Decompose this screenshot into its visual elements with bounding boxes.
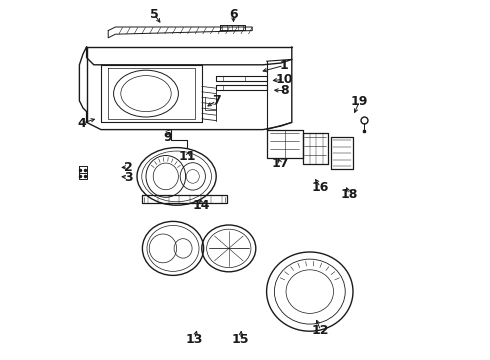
Text: 18: 18 <box>341 188 358 201</box>
Text: 11: 11 <box>179 150 196 163</box>
Text: 2: 2 <box>123 161 132 174</box>
Text: 17: 17 <box>271 157 289 170</box>
Text: 3: 3 <box>123 171 132 184</box>
Text: 7: 7 <box>212 94 220 107</box>
Text: 12: 12 <box>312 324 329 337</box>
Text: 19: 19 <box>351 95 368 108</box>
Text: 5: 5 <box>150 8 159 21</box>
Text: 9: 9 <box>163 131 172 144</box>
Text: 15: 15 <box>232 333 249 346</box>
Text: 8: 8 <box>280 84 289 97</box>
Text: 14: 14 <box>193 199 211 212</box>
Text: 13: 13 <box>186 333 203 346</box>
Text: 1: 1 <box>279 59 288 72</box>
Text: 10: 10 <box>275 73 293 86</box>
Text: 16: 16 <box>312 181 329 194</box>
Text: 6: 6 <box>229 8 238 21</box>
Text: 4: 4 <box>78 117 87 130</box>
